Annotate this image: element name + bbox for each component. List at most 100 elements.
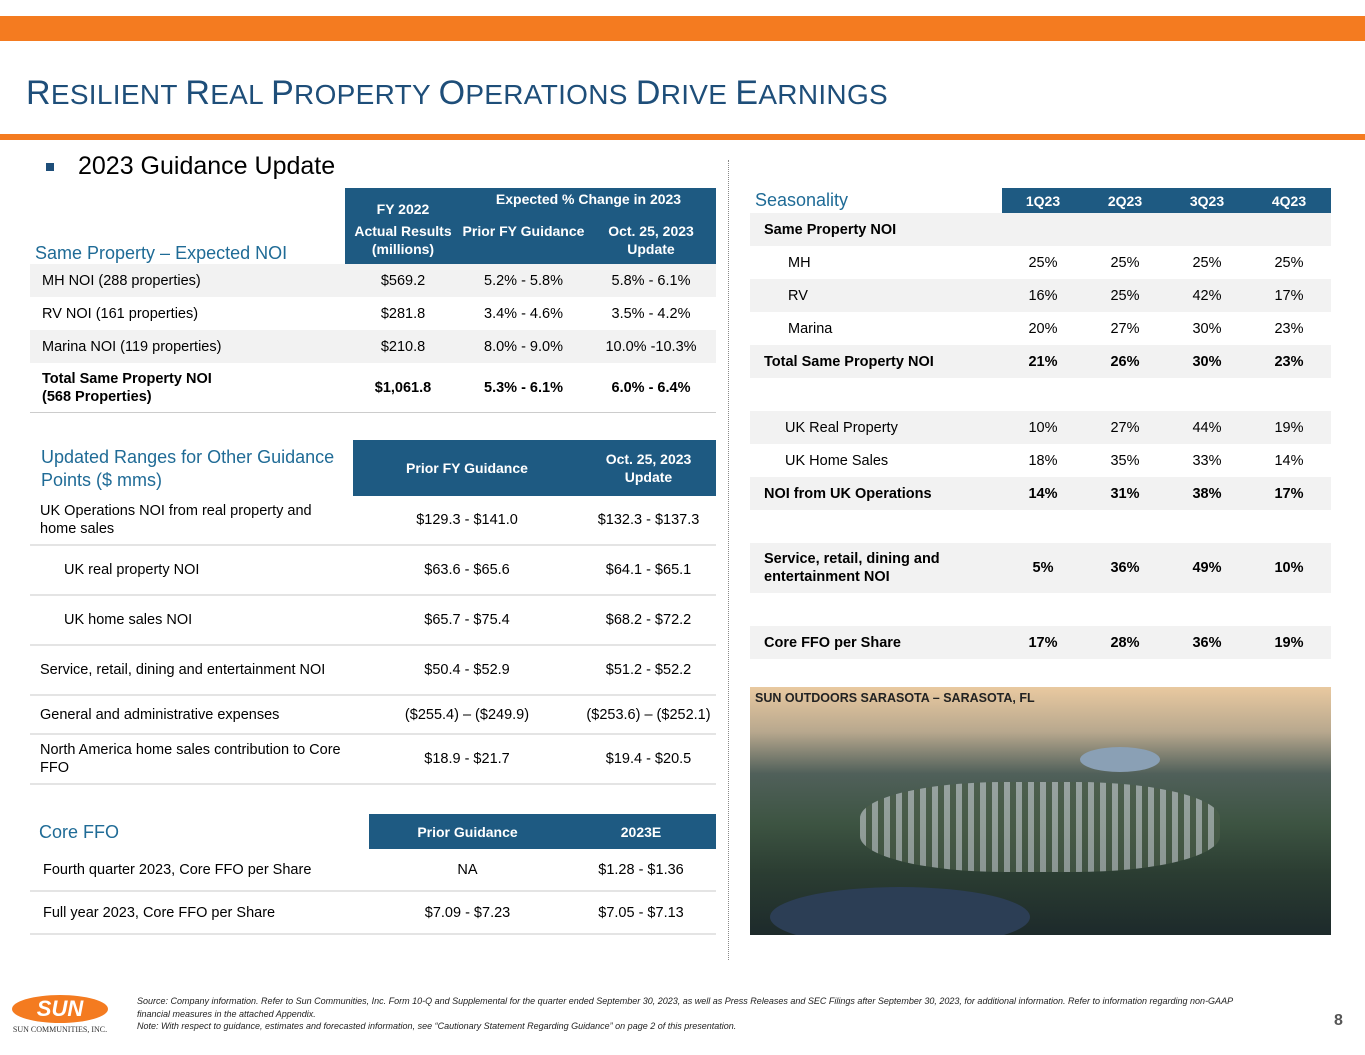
- cell-4q23: 23%: [1274, 320, 1304, 337]
- cell-update: $19.4 - $20.5: [605, 751, 692, 767]
- cell-prior: $18.9 - $21.7: [424, 751, 510, 767]
- cell-1q23: 17%: [1028, 634, 1058, 651]
- header-1q23: 1Q23: [1002, 188, 1084, 213]
- cell-update: 3.5% - 4.2%: [611, 305, 691, 322]
- page-title: RESILIENT REAL PROPERTY OPERATIONS DRIVE…: [26, 74, 889, 112]
- row-label: Service, retail, dining and entertainmen…: [40, 662, 326, 678]
- seasonality-label: Seasonality: [755, 190, 849, 210]
- row-label-line: RV NOI (161 properties): [42, 305, 199, 322]
- cell-4q23: 25%: [1274, 254, 1304, 271]
- cell-update: $132.3 - $137.3: [597, 512, 700, 528]
- property-aerial-photo: SUN OUTDOORS SARASOTA – SARASOTA, FL: [750, 687, 1331, 935]
- footnote: Source: Company information. Refer to Su…: [137, 995, 1267, 1033]
- cell-prior: $65.7 - $75.4: [424, 612, 510, 628]
- footnote-source: Source: Company information. Refer to Su…: [137, 996, 1233, 1019]
- cell-update: 10.0% -10.3%: [605, 338, 697, 355]
- photo-rv-sites: [860, 782, 1220, 872]
- cell-prior: ($255.4) – ($249.9): [404, 706, 530, 723]
- table-row: North America home sales contribution to…: [30, 735, 716, 785]
- header-prior-guidance: Prior FY Guidance: [462, 223, 585, 239]
- row-label: General and administrative expenses: [40, 706, 280, 723]
- cell-1q23: 21%: [1028, 353, 1058, 370]
- row-label: NOI from UK Operations: [764, 485, 932, 502]
- row-label: Marina NOI (119 properties): [30, 338, 345, 356]
- cell-3q23: 42%: [1192, 287, 1222, 304]
- row-label: MH NOI (288 properties): [30, 272, 345, 290]
- table-row: RV 16% 25% 42% 17%: [750, 279, 1331, 312]
- row-label: Total Same Property NOI (568 Properties): [30, 370, 345, 406]
- header-prior-fy-guidance: Prior FY Guidance: [353, 440, 581, 496]
- table-row: General and administrative expenses ($255…: [30, 696, 716, 735]
- cell-prior: $63.6 - $65.6: [424, 562, 510, 578]
- bullet-text: 2023 Guidance Update: [78, 152, 336, 180]
- header-3q23: 3Q23: [1166, 188, 1248, 213]
- table-row: RV NOI (161 properties) $281.8 3.4% - 4.6%…: [30, 297, 716, 330]
- row-label: North America home sales contribution to…: [40, 742, 341, 776]
- table-row: [750, 510, 1331, 543]
- page-number: 8: [1334, 1012, 1343, 1029]
- table-row: Full year 2023, Core FFO per Share $7.09 …: [30, 892, 716, 935]
- row-label: UK Operations NOI from real property and…: [40, 503, 312, 537]
- cell-actual: $210.8: [380, 338, 426, 355]
- row-label: RV NOI (161 properties): [30, 305, 345, 323]
- other-guidance-table: Updated Ranges for Other Guidance Points…: [30, 440, 716, 785]
- row-label: Fourth quarter 2023, Core FFO per Share: [43, 861, 312, 878]
- header-4q23: 4Q23: [1248, 188, 1330, 213]
- cell-3q23: 25%: [1192, 254, 1222, 271]
- section-bullet: 2023 Guidance Update: [46, 152, 335, 181]
- table-row: MH 25% 25% 25% 25%: [750, 246, 1331, 279]
- same-property-label: Same Property – Expected NOI: [35, 243, 288, 263]
- row-label: Full year 2023, Core FFO per Share: [43, 904, 276, 921]
- row-label: MH: [788, 254, 811, 271]
- cell-3q23: 44%: [1192, 419, 1222, 436]
- seasonality-table: Seasonality 1Q23 2Q23 3Q23 4Q23 Same Proper…: [750, 188, 1331, 659]
- row-label: RV: [788, 287, 808, 304]
- cell-3q23: 36%: [1192, 634, 1222, 651]
- cell-4q23: 19%: [1274, 634, 1304, 651]
- table-row: [750, 593, 1331, 626]
- cell-2q23: 28%: [1110, 634, 1140, 651]
- cell-4q23: 14%: [1274, 452, 1304, 469]
- table-row: Service, retail, dining and entertainmen…: [30, 646, 716, 696]
- cell-prior: NA: [457, 861, 478, 878]
- cell-prior: 8.0% - 9.0%: [484, 338, 563, 355]
- table-row: NOI from UK Operations 14% 31% 38% 17%: [750, 477, 1331, 510]
- cell-actual: $1,061.8: [374, 379, 432, 396]
- cell-2q23: 36%: [1110, 560, 1140, 576]
- cell-3q23: 33%: [1192, 452, 1222, 469]
- footnote-note: Note: With respect to guidance, estimate…: [137, 1021, 737, 1031]
- row-label: Core FFO per Share: [764, 634, 901, 651]
- cell-actual: $281.8: [380, 305, 426, 322]
- cell-2023e: $1.28 - $1.36: [598, 861, 684, 878]
- row-label: Service, retail, dining and entertainmen…: [764, 551, 940, 585]
- core-ffo-label: Core FFO: [39, 822, 120, 842]
- table-row: UK real property NOI $63.6 - $65.6 $64.1 -…: [30, 546, 716, 596]
- row-label: UK real property NOI: [64, 562, 200, 578]
- row-label: UK home sales NOI: [64, 612, 193, 628]
- table-row: MH NOI (288 properties) $569.2 5.2% - 5.8%…: [30, 264, 716, 297]
- cell-update: 5.8% - 6.1%: [611, 272, 691, 289]
- cell-2023e: $7.05 - $7.13: [598, 904, 684, 921]
- sun-communities-logo: SUN SUN COMMUNITIES, INC.: [10, 995, 110, 1034]
- cell-1q23: 10%: [1028, 419, 1058, 436]
- table-row: UK home sales NOI $65.7 - $75.4 $68.2 - $7…: [30, 596, 716, 646]
- cell-1q23: 14%: [1028, 485, 1058, 502]
- header-expected-change: Expected % Change in 2023: [495, 191, 682, 207]
- cell-prior: 3.4% - 4.6%: [484, 305, 563, 322]
- cell-prior: $129.3 - $141.0: [416, 512, 518, 528]
- top-accent-bar: [0, 16, 1365, 41]
- column-divider: [728, 160, 729, 960]
- core-ffo-table: Core FFO Prior Guidance 2023E Fourth qua…: [30, 814, 716, 935]
- cell-update: $64.1 - $65.1: [605, 562, 692, 578]
- cell-2q23: 26%: [1110, 353, 1140, 370]
- row-label: Total Same Property NOI: [764, 353, 934, 370]
- row-label-line: (568 Properties): [42, 388, 152, 405]
- cell-3q23: 38%: [1192, 485, 1222, 502]
- cell-prior: $7.09 - $7.23: [424, 904, 511, 921]
- cell-4q23: 17%: [1274, 287, 1304, 304]
- bullet-square-icon: [46, 162, 54, 171]
- header-2q23: 2Q23: [1084, 188, 1166, 213]
- cell-4q23: 23%: [1274, 353, 1304, 370]
- cell-1q23: 18%: [1028, 452, 1058, 469]
- cell-2q23: 27%: [1110, 320, 1140, 337]
